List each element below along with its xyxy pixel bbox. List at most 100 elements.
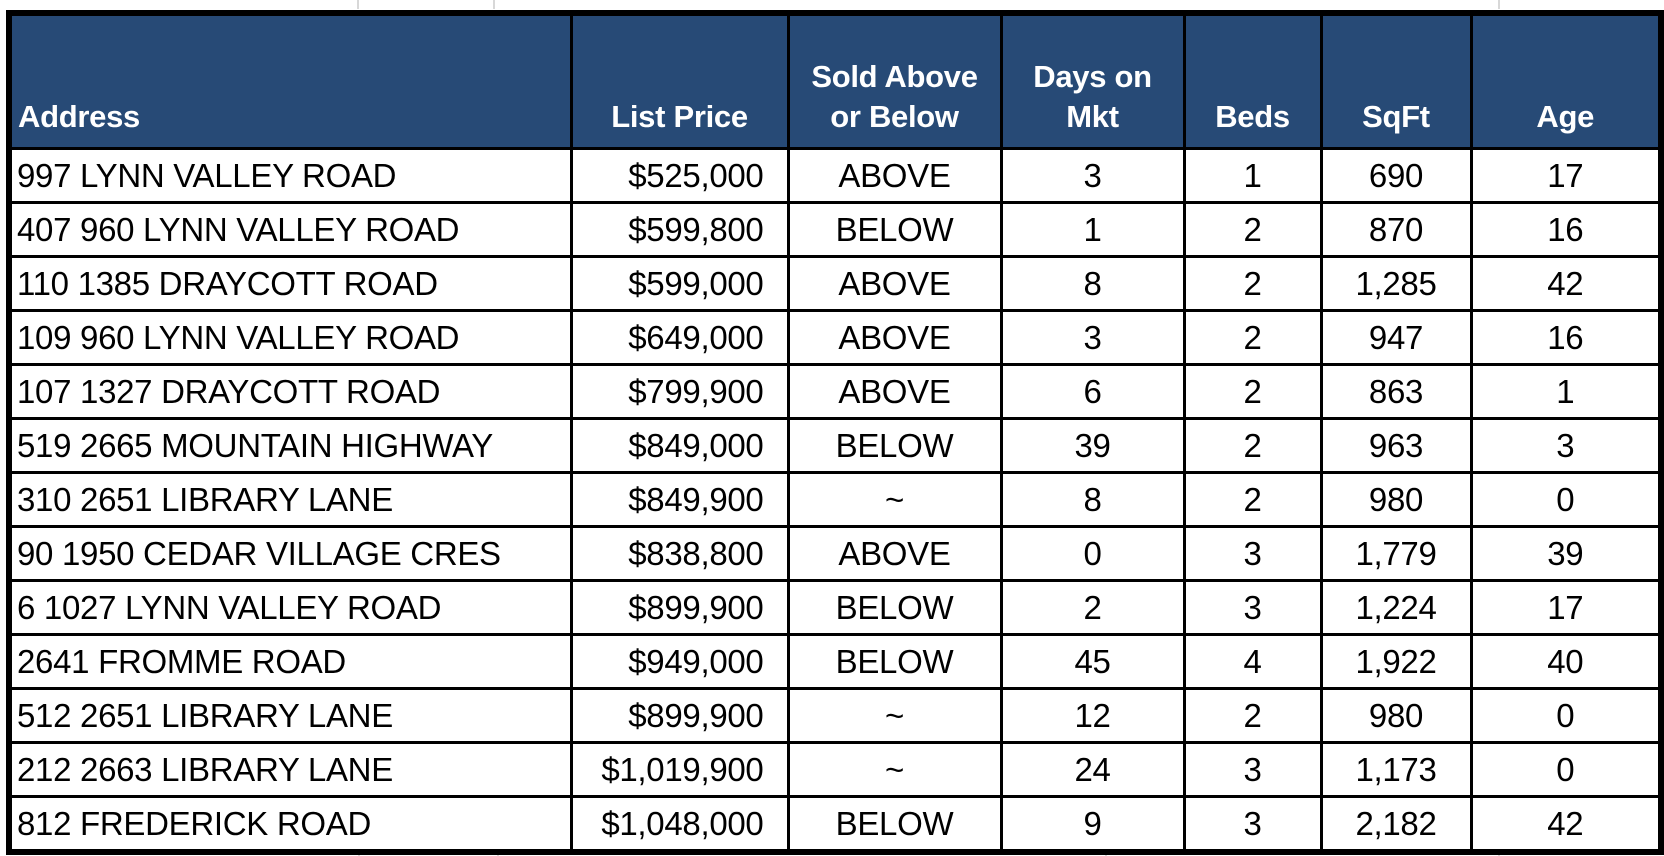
cell-sqft[interactable]: 980 [1319,471,1473,528]
cell-age[interactable]: 39 [1469,525,1663,582]
cell-address[interactable]: 997 LYNN VALLEY ROAD [7,147,573,204]
cell-list-price[interactable]: $649,000 [569,309,790,366]
cell-list-price[interactable]: $899,900 [569,687,790,744]
cell-age[interactable]: 3 [1469,417,1663,474]
cell-age[interactable]: 17 [1469,579,1663,636]
cell-age[interactable]: 16 [1469,309,1663,366]
cell-days-on-mkt[interactable]: 24 [999,741,1186,798]
cell-sold-above-or-below[interactable]: ~ [786,741,1003,798]
cell-address[interactable]: 90 1950 CEDAR VILLAGE CRES [7,525,573,582]
cell-address[interactable]: 6 1027 LYNN VALLEY ROAD [7,579,573,636]
cell-beds[interactable]: 2 [1182,363,1323,420]
cell-beds[interactable]: 3 [1182,795,1323,854]
cell-age[interactable]: 0 [1469,741,1663,798]
cell-sqft[interactable]: 1,922 [1319,633,1473,690]
cell-list-price[interactable]: $599,000 [569,255,790,312]
cell-sqft[interactable]: 863 [1319,363,1473,420]
cell-days-on-mkt[interactable]: 9 [999,795,1186,854]
cell-days-on-mkt[interactable]: 3 [999,309,1186,366]
cell-days-on-mkt[interactable]: 8 [999,471,1186,528]
cell-address[interactable]: 2641 FROMME ROAD [7,633,573,690]
cell-beds[interactable]: 4 [1182,633,1323,690]
table-row: 110 1385 DRAYCOTT ROAD $599,000 ABOVE 8 2 1,2… [7,255,1663,312]
cell-days-on-mkt[interactable]: 2 [999,579,1186,636]
cell-beds[interactable]: 2 [1182,255,1323,312]
cell-sqft[interactable]: 1,779 [1319,525,1473,582]
cell-age[interactable]: 0 [1469,471,1663,528]
column-header-address[interactable]: Address [7,11,573,150]
cell-list-price[interactable]: $1,048,000 [569,795,790,854]
cell-beds[interactable]: 2 [1182,417,1323,474]
cell-sold-above-or-below[interactable]: ABOVE [786,363,1003,420]
cell-list-price[interactable]: $1,019,900 [569,741,790,798]
cell-beds[interactable]: 1 [1182,147,1323,204]
cell-sold-above-or-below[interactable]: ABOVE [786,147,1003,204]
cell-list-price[interactable]: $838,800 [569,525,790,582]
column-header-sqft[interactable]: SqFt [1319,11,1473,150]
cell-sold-above-or-below[interactable]: BELOW [786,579,1003,636]
cell-list-price[interactable]: $849,000 [569,417,790,474]
cell-sold-above-or-below[interactable]: ~ [786,471,1003,528]
cell-sqft[interactable]: 947 [1319,309,1473,366]
excel-gridline [357,0,359,9]
cell-sqft[interactable]: 1,173 [1319,741,1473,798]
cell-sqft[interactable]: 963 [1319,417,1473,474]
cell-address[interactable]: 310 2651 LIBRARY LANE [7,471,573,528]
cell-age[interactable]: 0 [1469,687,1663,744]
cell-days-on-mkt[interactable]: 45 [999,633,1186,690]
cell-sold-above-or-below[interactable]: BELOW [786,795,1003,854]
column-header-sold-above-or-below[interactable]: Sold Above or Below [786,11,1003,150]
cell-age[interactable]: 1 [1469,363,1663,420]
cell-sold-above-or-below[interactable]: BELOW [786,417,1003,474]
cell-beds[interactable]: 2 [1182,201,1323,258]
cell-sqft[interactable]: 2,182 [1319,795,1473,854]
cell-beds[interactable]: 2 [1182,687,1323,744]
cell-address[interactable]: 512 2651 LIBRARY LANE [7,687,573,744]
cell-list-price[interactable]: $899,900 [569,579,790,636]
cell-sqft[interactable]: 1,285 [1319,255,1473,312]
cell-sqft[interactable]: 1,224 [1319,579,1473,636]
column-header-days-on-mkt[interactable]: Days on Mkt [999,11,1186,150]
cell-address[interactable]: 519 2665 MOUNTAIN HIGHWAY [7,417,573,474]
cell-days-on-mkt[interactable]: 8 [999,255,1186,312]
cell-sqft[interactable]: 690 [1319,147,1473,204]
column-header-beds[interactable]: Beds [1182,11,1323,150]
cell-age[interactable]: 16 [1469,201,1663,258]
cell-sqft[interactable]: 870 [1319,201,1473,258]
cell-address[interactable]: 212 2663 LIBRARY LANE [7,741,573,798]
cell-sold-above-or-below[interactable]: ABOVE [786,309,1003,366]
cell-days-on-mkt[interactable]: 3 [999,147,1186,204]
cell-age[interactable]: 17 [1469,147,1663,204]
cell-age[interactable]: 42 [1469,795,1663,854]
cell-sqft[interactable]: 980 [1319,687,1473,744]
cell-beds[interactable]: 3 [1182,525,1323,582]
cell-address[interactable]: 407 960 LYNN VALLEY ROAD [7,201,573,258]
cell-address[interactable]: 107 1327 DRAYCOTT ROAD [7,363,573,420]
cell-beds[interactable]: 2 [1182,309,1323,366]
cell-list-price[interactable]: $949,000 [569,633,790,690]
cell-list-price[interactable]: $599,800 [569,201,790,258]
cell-address[interactable]: 109 960 LYNN VALLEY ROAD [7,309,573,366]
cell-days-on-mkt[interactable]: 6 [999,363,1186,420]
cell-beds[interactable]: 2 [1182,471,1323,528]
cell-list-price[interactable]: $849,900 [569,471,790,528]
cell-sold-above-or-below[interactable]: ABOVE [786,255,1003,312]
cell-address[interactable]: 812 FREDERICK ROAD [7,795,573,854]
cell-sold-above-or-below[interactable]: ~ [786,687,1003,744]
cell-beds[interactable]: 3 [1182,741,1323,798]
cell-sold-above-or-below[interactable]: ABOVE [786,525,1003,582]
cell-list-price[interactable]: $525,000 [569,147,790,204]
cell-days-on-mkt[interactable]: 39 [999,417,1186,474]
cell-age[interactable]: 42 [1469,255,1663,312]
cell-beds[interactable]: 3 [1182,579,1323,636]
cell-days-on-mkt[interactable]: 12 [999,687,1186,744]
cell-list-price[interactable]: $799,900 [569,363,790,420]
cell-age[interactable]: 40 [1469,633,1663,690]
cell-sold-above-or-below[interactable]: BELOW [786,633,1003,690]
column-header-age[interactable]: Age [1469,11,1663,150]
column-header-list-price[interactable]: List Price [569,11,790,150]
cell-sold-above-or-below[interactable]: BELOW [786,201,1003,258]
cell-days-on-mkt[interactable]: 0 [999,525,1186,582]
cell-address[interactable]: 110 1385 DRAYCOTT ROAD [7,255,573,312]
cell-days-on-mkt[interactable]: 1 [999,201,1186,258]
